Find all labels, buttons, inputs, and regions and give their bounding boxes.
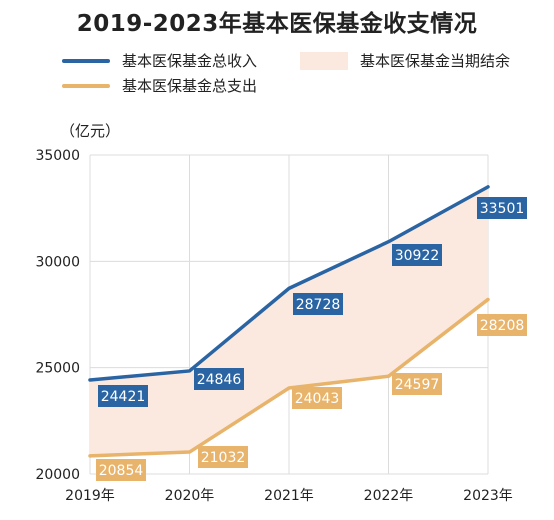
expense-data-label-box xyxy=(292,387,342,409)
x-tick-label: 2019年 xyxy=(65,488,115,504)
legend-label-income: 基本医保基金总收入 xyxy=(122,52,258,70)
expense-data-label-box xyxy=(477,314,527,336)
expense-data-label: 28208 xyxy=(480,318,525,334)
income-data-label: 30922 xyxy=(395,248,440,264)
legend-item-expense: 基本医保基金总支出 xyxy=(62,75,257,96)
y-tick-label: 25000 xyxy=(35,361,80,377)
expense-data-label: 20854 xyxy=(99,463,144,479)
expense-data-label: 24043 xyxy=(295,391,340,407)
legend-label-surplus: 基本医保基金当期结余 xyxy=(360,52,511,70)
chart-title: 2019-2023年基本医保基金收支情况 xyxy=(76,11,478,37)
legend-item-surplus: 基本医保基金当期结余 xyxy=(300,50,510,71)
x-tick-label: 2020年 xyxy=(165,488,215,504)
legend-label-expense: 基本医保基金总支出 xyxy=(122,77,258,95)
income-data-label-box xyxy=(194,368,244,390)
income-data-label-box xyxy=(392,244,442,266)
expense-data-label-box xyxy=(392,373,442,395)
income-data-label: 24421 xyxy=(101,389,146,405)
x-tick-label: 2022年 xyxy=(364,488,414,504)
expense-series-line xyxy=(88,297,490,458)
income-data-label: 33501 xyxy=(480,201,525,217)
y-tick-label: 20000 xyxy=(35,467,80,483)
legend-item-income: 基本医保基金总收入 xyxy=(62,50,257,71)
legend-swatch-expense xyxy=(62,83,110,88)
legend-swatch-surplus xyxy=(300,51,348,70)
y-tick-label: 30000 xyxy=(35,254,80,270)
y-axis-unit-label: （亿元） xyxy=(60,122,121,140)
income-data-label-box xyxy=(477,197,527,219)
legend-swatch-income xyxy=(62,58,110,63)
income-series-line xyxy=(88,185,490,382)
income-data-label: 28728 xyxy=(296,297,341,313)
surplus-area xyxy=(90,186,488,456)
expense-data-label-box xyxy=(96,459,146,481)
expense-data-label: 24597 xyxy=(395,377,440,393)
x-tick-label: 2021年 xyxy=(264,488,314,504)
expense-data-label-box xyxy=(198,446,248,468)
income-data-label-box xyxy=(293,293,343,315)
income-data-label: 24846 xyxy=(197,372,242,388)
y-tick-label: 35000 xyxy=(35,148,80,164)
x-tick-label: 2023年 xyxy=(463,488,513,504)
income-data-label-box xyxy=(98,385,148,407)
expense-data-label: 21032 xyxy=(201,450,246,466)
